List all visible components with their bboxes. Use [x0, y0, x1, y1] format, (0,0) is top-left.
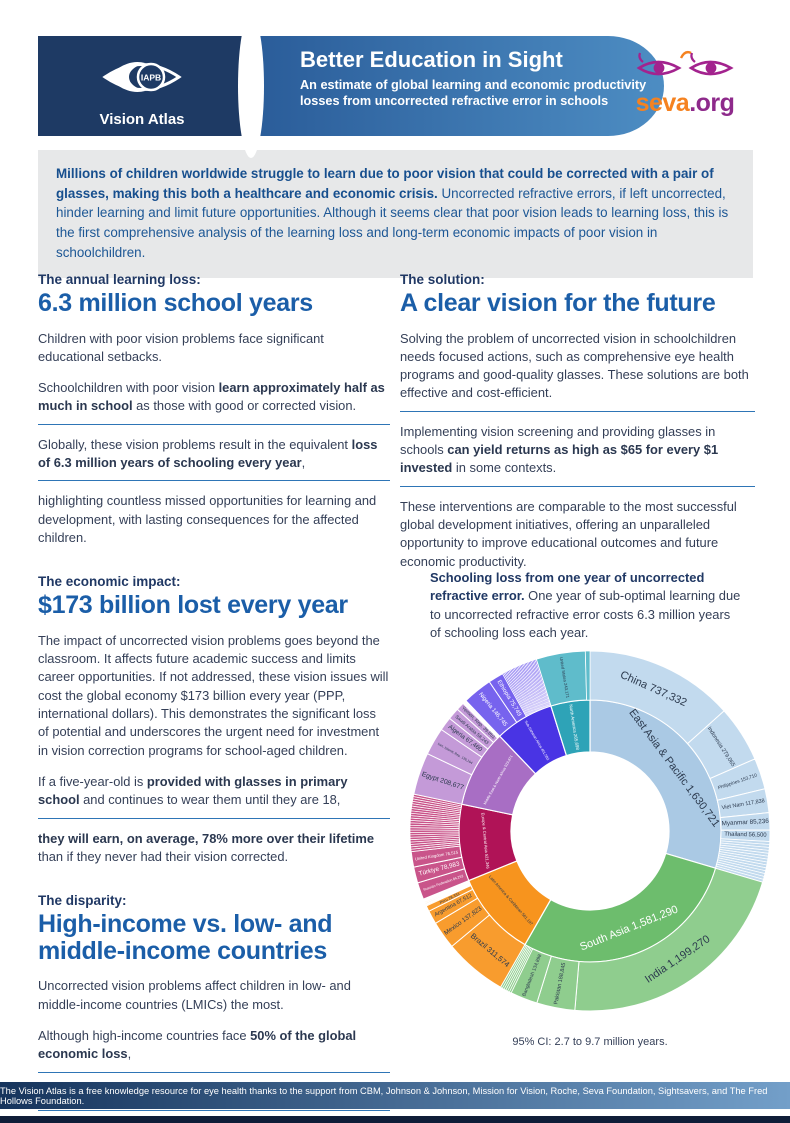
emphasized-text: learn approximately half as much in scho… [38, 380, 385, 414]
plain-text: These interventions are comparable to th… [400, 498, 737, 569]
plain-text: Although high-income countries face [38, 1027, 251, 1043]
emphasized-text: 50% of the global economic loss [38, 1027, 357, 1062]
plain-text: Schoolchildren with poor vision [38, 380, 219, 396]
body-paragraph: highlighting countless missed opportunit… [38, 492, 390, 547]
plain-text: than if they never had their vision corr… [38, 848, 289, 864]
sunburst-label: Thailand 56,500 [724, 832, 767, 839]
plain-text: Uncorrected vision problems affect child… [38, 978, 351, 1012]
section-heading: $173 billion lost every year [38, 591, 348, 620]
section-kicker: The disparity: [38, 893, 127, 909]
confidence-interval-note: 95% CI: 2.7 to 9.7 million years. [512, 1036, 668, 1048]
panel-divider-curve [238, 14, 264, 158]
sunburst-label: North America 265,698 [568, 704, 580, 751]
emphasized-text: they will earn, on average, 78% more ove… [38, 830, 375, 846]
title-panel [252, 36, 664, 136]
body-paragraph: Uncorrected vision problems affect child… [38, 977, 390, 1014]
chart-caption-rest: One year of sub-optimal learning due to … [430, 588, 741, 640]
sunburst-label: United States 243,171 [559, 657, 571, 699]
svg-text:IAPB: IAPB [141, 73, 161, 83]
plain-text: and continues to wear them until they ar… [79, 792, 341, 808]
body-paragraph: Children with poor vision problems face … [38, 330, 390, 367]
body-paragraph: These interventions are comparable to th… [400, 498, 755, 571]
header-titles: Better Education in Sight An estimate of… [300, 47, 660, 110]
intro-rest: Uncorrected refractive errors, if left u… [56, 185, 729, 260]
plain-text: Solving the problem of uncorrected visio… [400, 330, 749, 401]
section-heading: A clear vision for the future [400, 289, 716, 317]
plain-text: If a five-year-old is [38, 774, 147, 789]
page-subtitle: An estimate of global learning and econo… [300, 78, 647, 109]
chart-caption-bold: Schooling loss from one year of uncorrec… [430, 570, 705, 604]
left-column: The annual learning loss: 6.3 million sch… [38, 272, 390, 1123]
plain-text: The impact of uncorrected vision problem… [38, 632, 389, 758]
emphasized-text: can yield returns as high as $65 for eve… [400, 442, 719, 476]
plain-text: Globally, these vision problems result i… [38, 436, 352, 452]
right-column: The solution: A clear vision for the futu… [400, 272, 755, 584]
iapb-vision-atlas-logo: IAPB Vision Atlas [38, 36, 246, 136]
plain-text: highlighting countless missed opportunit… [38, 493, 377, 545]
plain-text: in some contexts. [452, 460, 557, 476]
plain-text: , [127, 1046, 132, 1062]
body-paragraph: they will earn, on average, 78% more ove… [38, 830, 390, 867]
footer-bar: The Vision Atlas is a free knowledge res… [0, 1082, 790, 1109]
sunburst-label: Myanmar 85,236 [721, 818, 769, 828]
body-paragraph: Although high-income countries face 50% … [38, 1027, 390, 1073]
seva-eyes-icon [636, 50, 734, 76]
intro-summary-box: Millions of children worldwide struggle … [38, 150, 753, 278]
plain-text: Children with poor vision problems face … [38, 330, 324, 364]
plain-text: , [301, 455, 306, 471]
intro-lead: Millions of children worldwide struggle … [56, 166, 714, 201]
emphasized-text: provided with glasses in primary school [38, 774, 348, 808]
section-kicker: The economic impact: [38, 574, 181, 590]
emphasized-text: loss of 6.3 million years of schooling e… [38, 436, 378, 471]
brand-name: Vision Atlas [99, 111, 185, 128]
footer-text: The Vision Atlas is a free knowledge res… [0, 1085, 768, 1106]
sunburst-label: Europe & Central Asia 521,346 [480, 812, 490, 869]
seva-org-logo: seva.org [625, 50, 745, 118]
body-paragraph: Schoolchildren with poor vision learn ap… [38, 379, 390, 425]
section-kicker: The solution: [400, 272, 485, 287]
plain-text: as those with good or corrected vision. [132, 398, 357, 414]
sunburst-segment [585, 650, 591, 701]
iapb-eye-icon: IAPB [102, 61, 182, 93]
sunburst-label: United Kingdom 76,515 [414, 850, 459, 862]
body-paragraph: Solving the problem of uncorrected visio… [400, 330, 755, 412]
chart-caption: Schooling loss from one year of uncorrec… [430, 569, 742, 642]
page-title: Better Education in Sight [300, 47, 563, 72]
body-paragraph: Globally, these vision problems result i… [38, 436, 390, 482]
section-heading: High-income vs. low- and middle-income c… [38, 910, 333, 965]
section-heading: 6.3 million school years [38, 289, 313, 317]
section-kicker: The annual learning loss: [38, 272, 201, 287]
header-banner: IAPB Vision Atlas Better Education in Si… [38, 14, 753, 158]
page-bottom-strip [0, 1116, 790, 1123]
seva-wordmark: seva.org [635, 89, 735, 117]
body-paragraph: If a five-year-old is provided with glas… [38, 773, 390, 819]
plain-text: Implementing vision screening and provid… [400, 423, 716, 458]
body-paragraph: Implementing vision screening and provid… [400, 423, 755, 487]
body-paragraph: The impact of uncorrected vision problem… [38, 632, 390, 760]
